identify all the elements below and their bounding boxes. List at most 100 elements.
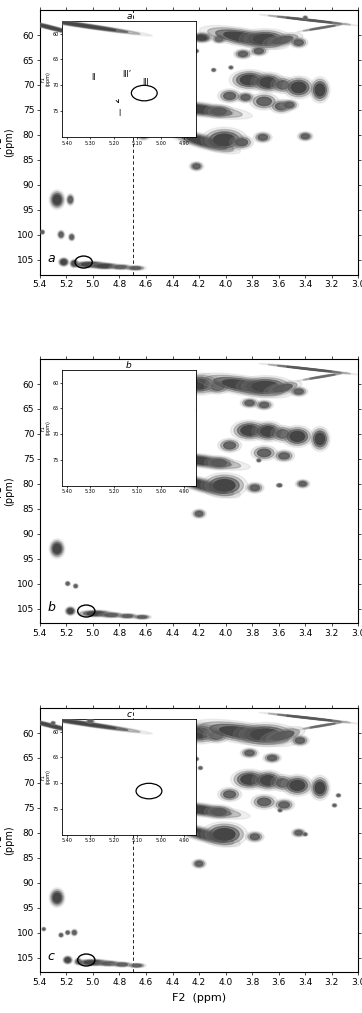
Ellipse shape: [212, 34, 226, 44]
Ellipse shape: [229, 66, 233, 69]
Ellipse shape: [172, 475, 234, 495]
Ellipse shape: [210, 132, 239, 148]
Ellipse shape: [54, 544, 61, 553]
Ellipse shape: [233, 72, 266, 88]
Ellipse shape: [233, 137, 251, 148]
Ellipse shape: [112, 265, 130, 269]
Ellipse shape: [208, 458, 230, 468]
Ellipse shape: [179, 134, 227, 149]
Ellipse shape: [252, 48, 266, 55]
Ellipse shape: [205, 104, 233, 119]
Ellipse shape: [68, 197, 72, 203]
Ellipse shape: [115, 265, 127, 268]
Ellipse shape: [299, 133, 311, 140]
Ellipse shape: [51, 721, 55, 724]
Ellipse shape: [70, 235, 73, 239]
Ellipse shape: [71, 260, 78, 267]
Ellipse shape: [258, 424, 278, 438]
Ellipse shape: [74, 959, 112, 966]
Ellipse shape: [277, 16, 341, 23]
Ellipse shape: [52, 722, 54, 724]
Ellipse shape: [268, 34, 298, 46]
Ellipse shape: [277, 714, 341, 721]
Ellipse shape: [66, 931, 70, 934]
Ellipse shape: [260, 78, 276, 87]
Ellipse shape: [216, 30, 273, 46]
Ellipse shape: [253, 34, 277, 44]
Ellipse shape: [286, 367, 332, 372]
Ellipse shape: [256, 134, 270, 142]
Ellipse shape: [82, 263, 99, 266]
Ellipse shape: [277, 779, 289, 787]
Ellipse shape: [236, 92, 255, 103]
Ellipse shape: [262, 32, 303, 48]
Ellipse shape: [250, 485, 260, 490]
Ellipse shape: [253, 95, 275, 107]
Ellipse shape: [313, 431, 327, 447]
Ellipse shape: [257, 449, 271, 457]
Ellipse shape: [66, 582, 69, 585]
Ellipse shape: [224, 32, 265, 43]
Ellipse shape: [277, 366, 341, 373]
Ellipse shape: [266, 728, 299, 743]
Ellipse shape: [265, 755, 279, 762]
Ellipse shape: [61, 260, 66, 264]
Ellipse shape: [252, 382, 279, 392]
Ellipse shape: [102, 962, 115, 965]
Ellipse shape: [257, 401, 271, 409]
Ellipse shape: [71, 260, 77, 266]
Ellipse shape: [122, 615, 133, 617]
Ellipse shape: [303, 24, 342, 30]
Ellipse shape: [245, 727, 286, 743]
Ellipse shape: [240, 398, 259, 408]
Ellipse shape: [277, 483, 283, 487]
Ellipse shape: [258, 135, 268, 140]
Ellipse shape: [239, 93, 253, 101]
Ellipse shape: [189, 161, 204, 171]
Ellipse shape: [92, 263, 118, 268]
Ellipse shape: [193, 833, 197, 836]
Ellipse shape: [230, 136, 253, 149]
Ellipse shape: [51, 541, 64, 557]
Ellipse shape: [135, 615, 149, 619]
Ellipse shape: [195, 758, 198, 760]
Ellipse shape: [211, 383, 224, 390]
Ellipse shape: [291, 829, 306, 837]
Ellipse shape: [228, 66, 233, 70]
Ellipse shape: [51, 191, 64, 208]
Ellipse shape: [292, 38, 306, 47]
Ellipse shape: [310, 77, 330, 103]
Ellipse shape: [26, 21, 75, 33]
Ellipse shape: [193, 409, 195, 411]
Ellipse shape: [255, 772, 281, 789]
Ellipse shape: [138, 616, 147, 618]
Ellipse shape: [80, 611, 111, 617]
Ellipse shape: [245, 751, 254, 756]
Ellipse shape: [172, 131, 234, 152]
Ellipse shape: [275, 103, 287, 109]
Ellipse shape: [272, 731, 294, 741]
Ellipse shape: [89, 262, 121, 269]
Ellipse shape: [261, 426, 275, 437]
Ellipse shape: [295, 831, 302, 835]
Ellipse shape: [215, 36, 223, 42]
Ellipse shape: [210, 827, 239, 843]
Ellipse shape: [263, 753, 281, 763]
Ellipse shape: [301, 134, 309, 139]
Ellipse shape: [257, 97, 272, 105]
Ellipse shape: [155, 453, 241, 468]
Ellipse shape: [304, 16, 307, 18]
Ellipse shape: [293, 830, 304, 836]
Ellipse shape: [221, 441, 239, 451]
Ellipse shape: [174, 805, 222, 813]
Ellipse shape: [303, 16, 307, 19]
Ellipse shape: [192, 409, 196, 412]
Ellipse shape: [251, 794, 277, 809]
Ellipse shape: [295, 479, 310, 488]
Ellipse shape: [284, 776, 311, 794]
Ellipse shape: [273, 450, 295, 462]
Ellipse shape: [67, 608, 74, 614]
Text: c: c: [48, 950, 55, 963]
Ellipse shape: [245, 400, 254, 405]
Ellipse shape: [237, 773, 262, 786]
